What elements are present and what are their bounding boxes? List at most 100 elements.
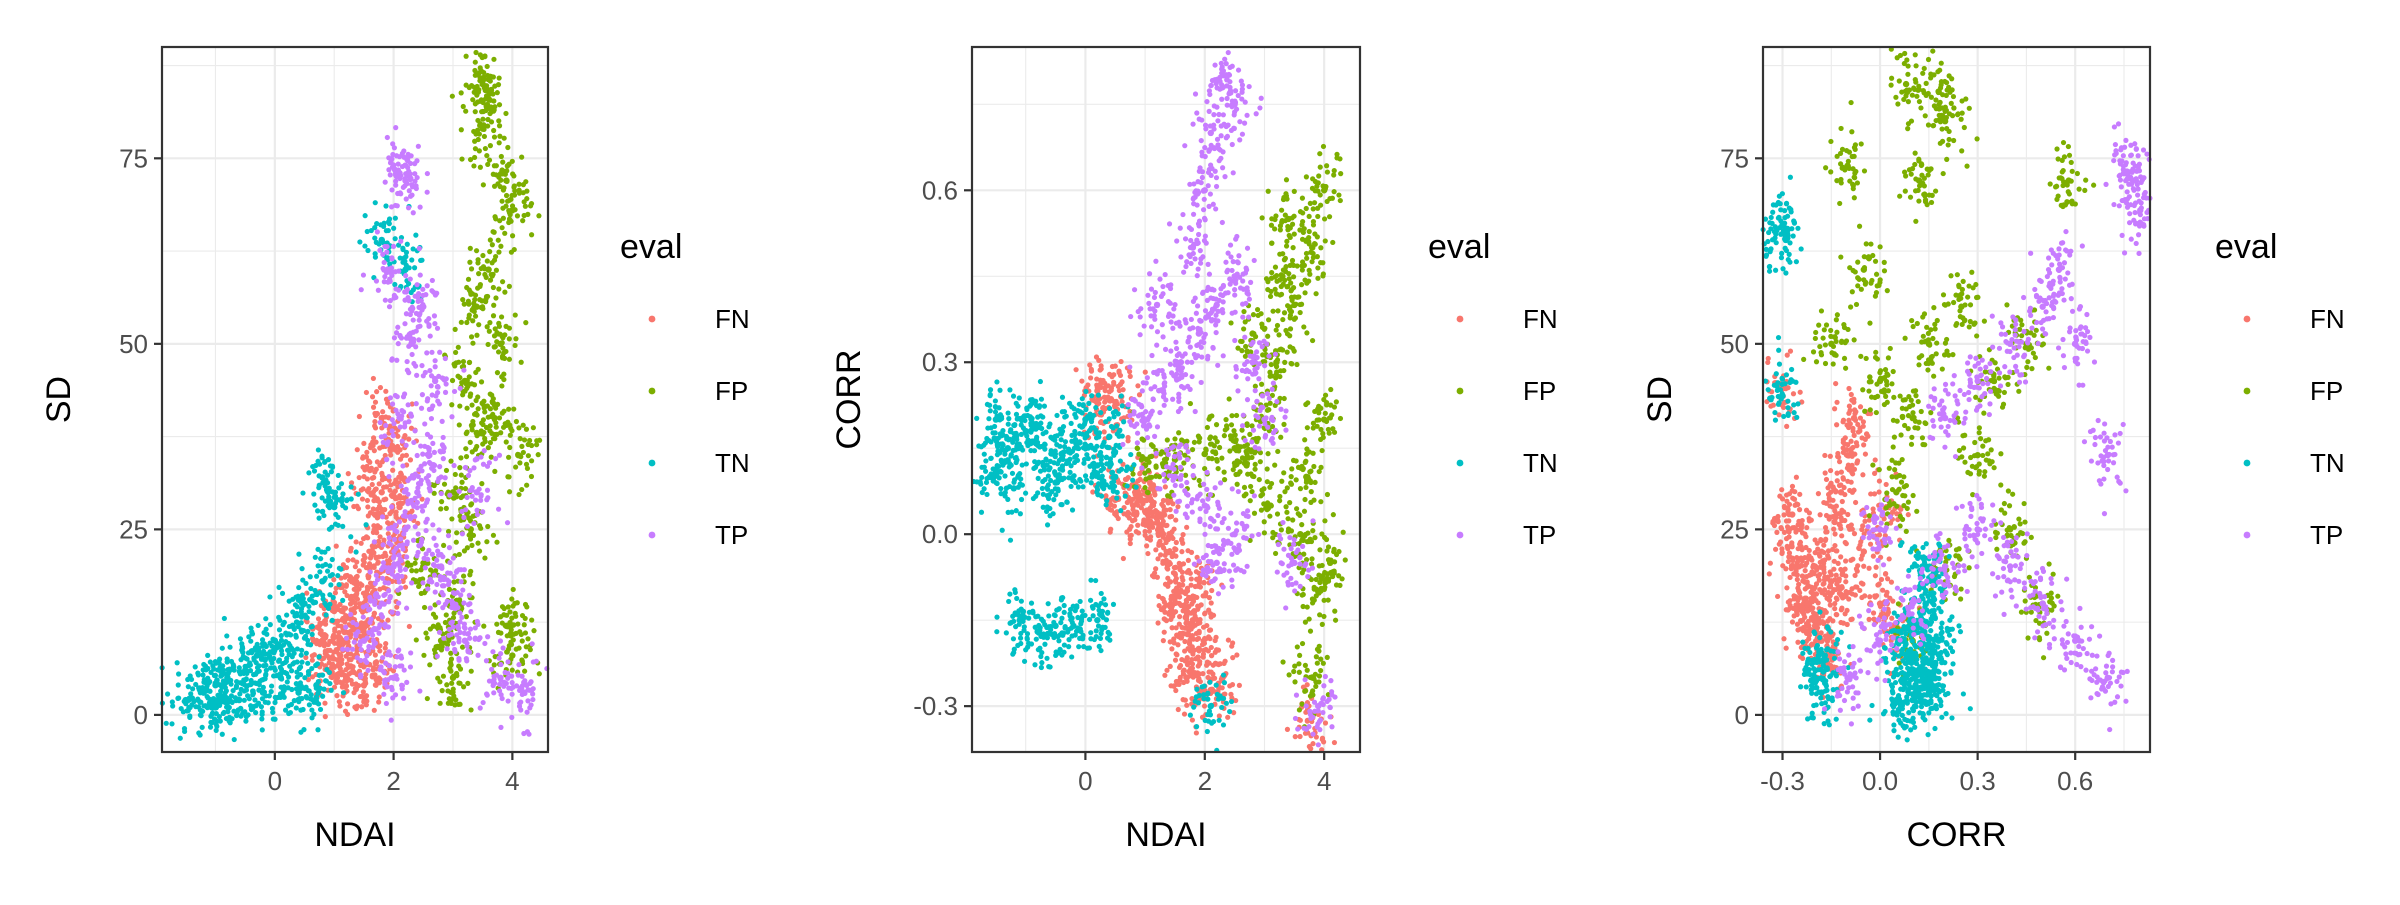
point-fp-cloud <box>497 75 502 80</box>
point-fp-cloud <box>506 220 511 225</box>
point-tp-cloud <box>436 527 441 532</box>
point-fp-cloud <box>519 487 524 492</box>
point-tp-cloud <box>395 203 400 208</box>
point-tp-cloud <box>388 298 393 303</box>
point-tp-cloud <box>412 161 417 166</box>
point-fp-cloud <box>1142 485 1147 490</box>
point-fp-cloud <box>456 345 461 350</box>
point-fn-cloud <box>350 681 355 686</box>
point-tp-cloud <box>491 690 496 695</box>
point-fn-cloud <box>375 411 380 416</box>
point-fn-cloud <box>343 667 348 672</box>
point-fn-cloud <box>336 638 341 643</box>
point-fn-cloud <box>1197 630 1202 635</box>
point-fn <box>390 445 396 451</box>
point-tn-cloud <box>328 573 333 578</box>
point-fp-cloud <box>1172 436 1177 441</box>
point-fn-cloud <box>377 694 382 699</box>
point-fn-cloud <box>1189 550 1194 555</box>
point-tp-cloud <box>473 498 478 503</box>
point-fp-cloud <box>1242 485 1247 490</box>
point-tp <box>432 378 438 384</box>
point-fp-cloud <box>499 314 504 319</box>
point-fn-cloud <box>1184 703 1189 708</box>
point-tn-cloud <box>284 612 289 617</box>
point-tn-cloud <box>372 235 377 240</box>
point-fn-cloud <box>1188 571 1193 576</box>
point-fp-cloud <box>481 77 486 82</box>
point-tp-cloud <box>524 710 529 715</box>
point-tn-cloud <box>269 683 274 688</box>
point-fn-cloud <box>1194 673 1199 678</box>
point-fp-cloud <box>470 581 475 586</box>
point-fn-cloud <box>1228 692 1233 697</box>
point-fn-cloud <box>316 616 321 621</box>
point-fp-cloud <box>414 637 419 642</box>
point-fn-cloud <box>359 694 364 699</box>
point-tp-cloud <box>477 635 482 640</box>
point-tp-cloud <box>391 556 396 561</box>
point-tn-cloud <box>234 713 239 718</box>
point-fp-cloud <box>1255 307 1260 312</box>
legend-key-fn <box>649 316 656 323</box>
point-fn-cloud <box>360 456 365 461</box>
point-fn-cloud <box>354 504 359 509</box>
point-tp-cloud <box>461 515 466 520</box>
point-fp-cloud <box>454 540 459 545</box>
point-fp-cloud <box>1310 176 1315 181</box>
point-fn-cloud <box>1174 682 1179 687</box>
point-fp-cloud <box>467 85 472 90</box>
point-tp-cloud <box>447 493 452 498</box>
point-fp-cloud <box>1288 480 1293 485</box>
point-fn-cloud <box>387 511 392 516</box>
point-tp-cloud <box>380 576 385 581</box>
point-fp-cloud <box>468 707 473 712</box>
point-fp-cloud <box>476 87 481 92</box>
point-tp-cloud <box>510 692 515 697</box>
point-fp-cloud <box>485 87 490 92</box>
point-tp-cloud <box>428 461 433 466</box>
point-fp-cloud <box>496 238 501 243</box>
point-fn-cloud <box>331 577 336 582</box>
point-fn-cloud <box>1180 570 1185 575</box>
point-fp-cloud <box>1258 311 1263 316</box>
point-tp-cloud <box>380 514 385 519</box>
point-fn-cloud <box>372 419 377 424</box>
point-fp-cloud <box>1327 214 1332 219</box>
point-fp-cloud <box>513 611 518 616</box>
point-fp-cloud <box>524 427 529 432</box>
point-tp-cloud <box>457 610 462 615</box>
point-tn-cloud <box>253 710 258 715</box>
point-fp-cloud <box>526 453 531 458</box>
point-tp-cloud <box>399 483 404 488</box>
point-fp-cloud <box>513 631 518 636</box>
point-fp-cloud <box>509 627 514 632</box>
point-tp-cloud <box>454 632 459 637</box>
point-fp-cloud <box>465 681 470 686</box>
point-fn-cloud <box>367 460 372 465</box>
point-fp-cloud <box>474 248 479 253</box>
point-tn-cloud <box>322 460 327 465</box>
point-fp-cloud <box>1304 451 1309 456</box>
point-tn-cloud <box>267 655 272 660</box>
point-tp-cloud <box>381 560 386 565</box>
point-fp-cloud <box>1253 462 1258 467</box>
point-tn-cloud <box>305 615 310 620</box>
point-tn-cloud <box>193 664 198 669</box>
point-fp-cloud <box>471 301 476 306</box>
point-tp-cloud <box>406 298 411 303</box>
point-fn-cloud <box>1161 498 1166 503</box>
point-tp-cloud <box>498 677 503 682</box>
point-tp-cloud <box>398 239 403 244</box>
point-fn-cloud <box>1177 614 1182 619</box>
point-tp-cloud <box>343 625 348 630</box>
point-fp-cloud <box>448 459 453 464</box>
point-tp-cloud <box>440 419 445 424</box>
point-tp-cloud <box>429 350 434 355</box>
point-tp-cloud <box>375 229 380 234</box>
point-fn-cloud <box>1174 652 1179 657</box>
point-fn-cloud <box>1184 615 1189 620</box>
point-fp-cloud <box>1235 482 1240 487</box>
point-fp-cloud <box>502 136 507 141</box>
point-fp-cloud <box>1294 506 1299 511</box>
